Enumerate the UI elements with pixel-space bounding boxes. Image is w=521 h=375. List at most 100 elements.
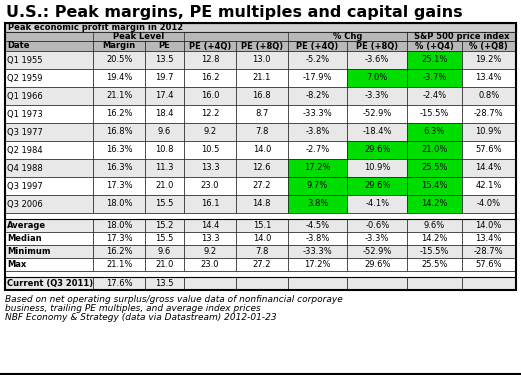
Text: 9.6: 9.6	[158, 128, 171, 136]
Text: 17.3%: 17.3%	[106, 182, 132, 190]
Text: 19.4%: 19.4%	[106, 74, 132, 82]
Bar	[5, 177, 93, 195]
Bar	[462, 219, 516, 232]
Text: 9.2: 9.2	[203, 128, 217, 136]
Text: PE: PE	[159, 42, 170, 51]
Bar	[184, 258, 236, 271]
Bar	[93, 105, 145, 123]
Text: 16.3%: 16.3%	[106, 164, 132, 172]
Text: 15.4%: 15.4%	[421, 182, 448, 190]
Bar	[93, 123, 145, 141]
Text: -3.3%: -3.3%	[365, 234, 389, 243]
Text: business, trailing PE multiples, and average index prices: business, trailing PE multiples, and ave…	[5, 304, 260, 313]
Bar	[236, 258, 288, 271]
Bar	[288, 141, 348, 159]
Text: PE (+8Q): PE (+8Q)	[241, 42, 283, 51]
Bar	[5, 41, 93, 51]
Text: 21.1: 21.1	[253, 74, 271, 82]
Text: 13.4%: 13.4%	[476, 74, 502, 82]
Bar	[348, 123, 407, 141]
Text: PE (+4Q): PE (+4Q)	[296, 42, 339, 51]
Text: 16.2: 16.2	[201, 74, 219, 82]
Bar	[184, 177, 236, 195]
Bar	[236, 51, 288, 69]
Text: 16.1: 16.1	[201, 200, 219, 208]
Text: -15.5%: -15.5%	[419, 247, 449, 256]
Bar	[288, 69, 348, 87]
Text: 10.9%: 10.9%	[476, 128, 502, 136]
Bar	[93, 141, 145, 159]
Bar	[407, 277, 462, 290]
Text: 12.2: 12.2	[201, 110, 219, 118]
Text: Q2 1959: Q2 1959	[7, 74, 43, 82]
Bar	[145, 51, 184, 69]
Bar	[145, 277, 184, 290]
Bar	[236, 245, 288, 258]
Bar	[407, 105, 462, 123]
Text: 18.0%: 18.0%	[106, 200, 132, 208]
Text: 13.4%: 13.4%	[476, 234, 502, 243]
Bar	[5, 141, 93, 159]
Bar	[288, 277, 348, 290]
Text: 29.6%: 29.6%	[364, 146, 390, 154]
Bar	[93, 159, 145, 177]
Bar	[184, 51, 236, 69]
Bar	[145, 232, 184, 245]
Text: -4.5%: -4.5%	[305, 221, 330, 230]
Text: 13.0: 13.0	[253, 56, 271, 64]
Bar	[288, 245, 348, 258]
Bar	[236, 159, 288, 177]
Bar	[236, 277, 288, 290]
Bar	[145, 177, 184, 195]
Text: Q3 2006: Q3 2006	[7, 200, 43, 208]
Text: 19.7: 19.7	[155, 74, 174, 82]
Text: 15.2: 15.2	[155, 221, 173, 230]
Bar	[93, 177, 145, 195]
Text: NBF Economy & Strategy (data via Datastream) 2012-01-23: NBF Economy & Strategy (data via Datastr…	[5, 313, 277, 322]
Bar	[288, 219, 348, 232]
Bar	[184, 159, 236, 177]
Text: 14.0%: 14.0%	[476, 221, 502, 230]
Text: 9.6%: 9.6%	[424, 221, 445, 230]
Text: 29.6%: 29.6%	[364, 182, 390, 190]
Bar	[407, 41, 462, 51]
Bar	[5, 232, 93, 245]
Text: Peak economic profit margin in 2012: Peak economic profit margin in 2012	[8, 23, 183, 32]
Text: Q2 1984: Q2 1984	[7, 146, 43, 154]
Text: 13.5: 13.5	[155, 279, 174, 288]
Bar	[93, 277, 145, 290]
Text: 17.2%: 17.2%	[304, 164, 331, 172]
Bar	[184, 105, 236, 123]
Bar	[184, 69, 236, 87]
Bar	[93, 232, 145, 245]
Bar	[462, 232, 516, 245]
Text: Q4 1988: Q4 1988	[7, 164, 43, 172]
Bar	[145, 105, 184, 123]
Bar	[407, 177, 462, 195]
Bar	[145, 258, 184, 271]
Text: 27.2: 27.2	[253, 260, 271, 269]
Text: 9.7%: 9.7%	[307, 182, 328, 190]
Bar	[288, 105, 348, 123]
Text: -3.6%: -3.6%	[365, 56, 389, 64]
Bar	[288, 41, 348, 51]
Bar	[348, 105, 407, 123]
Text: 13.5: 13.5	[155, 56, 174, 64]
Bar	[145, 69, 184, 87]
Bar	[407, 123, 462, 141]
Text: Minimum: Minimum	[7, 247, 51, 256]
Text: 17.2%: 17.2%	[304, 260, 331, 269]
Bar	[93, 87, 145, 105]
Text: -15.5%: -15.5%	[419, 110, 449, 118]
Text: U.S.: Peak margins, PE multiples and capital gains: U.S.: Peak margins, PE multiples and cap…	[6, 5, 463, 20]
Text: 21.1%: 21.1%	[106, 260, 132, 269]
Bar	[462, 277, 516, 290]
Text: 18.4: 18.4	[155, 110, 174, 118]
Bar	[462, 195, 516, 213]
Text: 13.3: 13.3	[201, 164, 219, 172]
Bar	[236, 87, 288, 105]
Bar	[5, 159, 93, 177]
Bar	[236, 177, 288, 195]
Bar	[5, 123, 93, 141]
Bar	[288, 87, 348, 105]
